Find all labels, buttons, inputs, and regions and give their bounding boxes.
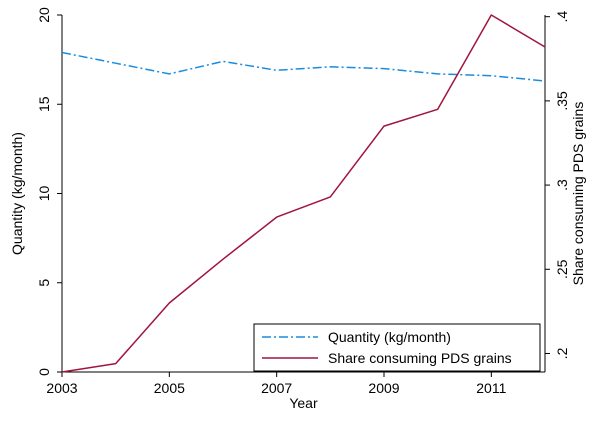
left-y-axis: 0 5 10 15 20 Quantity (kg/month) [9, 7, 63, 376]
left-tick-label: 20 [36, 7, 52, 23]
left-tick-label: 0 [36, 368, 52, 376]
x-axis-title: Year [289, 395, 318, 411]
right-tick-label: .2 [554, 347, 570, 359]
quantity-series-line [61, 51, 546, 82]
legend: Quantity (kg/month) Share consuming PDS g… [253, 323, 541, 372]
legend-share-label: Share consuming PDS grains [328, 350, 512, 366]
x-tick-label: 2005 [154, 380, 185, 396]
x-tick-label: 2007 [261, 380, 292, 396]
left-tick-label: 10 [36, 186, 52, 202]
left-tick-label: 15 [36, 96, 52, 112]
share-series-line [61, 14, 546, 373]
right-tick-label: .3 [554, 179, 570, 191]
legend-box [253, 323, 541, 372]
right-y-axis: .2 .25 .3 .35 .4 Share consuming PDS grains [544, 11, 586, 372]
left-axis-title: Quantity (kg/month) [9, 132, 25, 255]
right-axis-title: Share consuming PDS grains [570, 102, 586, 286]
series-layer [61, 14, 546, 373]
right-tick-label: .35 [554, 91, 570, 111]
x-tick-label: 2003 [46, 380, 77, 396]
x-axis: 2003 2005 2007 2009 2011 Year [46, 371, 545, 411]
x-tick-label: 2009 [368, 380, 399, 396]
right-tick-label: .4 [554, 11, 570, 23]
legend-quantity-label: Quantity (kg/month) [328, 329, 451, 345]
x-tick-label: 2011 [476, 380, 506, 396]
left-tick-label: 5 [36, 279, 52, 287]
right-tick-label: .25 [554, 259, 570, 279]
